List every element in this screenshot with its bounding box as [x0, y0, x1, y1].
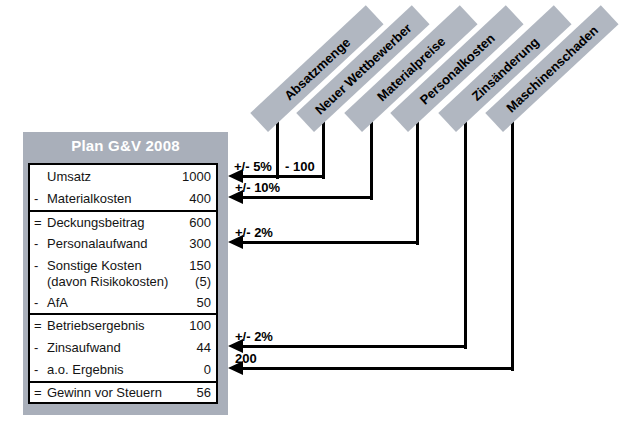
- row-label: Personalaufwand: [47, 236, 189, 251]
- row-label: Deckungsbeitrag: [47, 215, 189, 230]
- impact-personalkosten: +/- 2%: [235, 225, 273, 240]
- row-prefix: -: [34, 258, 47, 273]
- row-label: AfA: [47, 295, 197, 310]
- connector-to-personalaufwand: [240, 241, 419, 244]
- row-two-line: Sonstige Kosten 150 (davon Risikokosten)…: [47, 258, 211, 290]
- table-row-zinsaufwand: - Zinsaufwand 44: [30, 336, 216, 358]
- row-label: Gewinn vor Steuern: [47, 385, 197, 400]
- connector-neuer-wettbewerber-vertical: [322, 118, 325, 179]
- row-prefix: -: [34, 236, 47, 251]
- row-value: 44: [197, 340, 211, 355]
- connector-maschinenschaden-vertical: [511, 118, 514, 371]
- row-prefix: =: [34, 215, 47, 230]
- table-row-personalaufwand: - Personalaufwand 300: [30, 232, 216, 255]
- row-value: 600: [189, 215, 211, 230]
- row-prefix: =: [34, 318, 47, 333]
- table-title: Plan G&V 2008: [23, 137, 228, 154]
- row-prefix: -: [34, 340, 47, 355]
- connector-to-materialkosten: [240, 196, 373, 199]
- connector-zinsaenderung-vertical: [464, 118, 467, 349]
- table-row-afa: - AfA 50: [30, 291, 216, 313]
- connector-materialpreise-vertical: [370, 118, 373, 200]
- row-value: 1000: [182, 169, 211, 184]
- row-sublabel: (davon Risikokosten): [47, 274, 195, 290]
- impact-neuer-wettbewerber: - 100: [285, 159, 315, 174]
- row-label: Zinsaufwand: [47, 340, 197, 355]
- connector-to-ao-ergebnis: [240, 367, 514, 370]
- row-subvalue: (5): [195, 274, 211, 290]
- table-body: Umsatz 1000 - Materialkosten 400 = Decku…: [28, 163, 218, 404]
- row-prefix: =: [34, 385, 47, 400]
- table-row-umsatz: Umsatz 1000: [30, 165, 216, 187]
- risk-diagram: Plan G&V 2008 Umsatz 1000 - Materialkost…: [0, 0, 637, 421]
- table-row-deckungsbeitrag: = Deckungsbeitrag 600: [30, 210, 216, 232]
- row-value: 300: [189, 236, 211, 251]
- row-value: 50: [197, 295, 211, 310]
- connector-absatzmenge-vertical: [276, 118, 279, 179]
- row-label: Umsatz: [47, 169, 182, 184]
- row-value: 150: [189, 258, 211, 274]
- row-label: Sonstige Kosten: [47, 258, 189, 274]
- table-row-sonstige-kosten: - Sonstige Kosten 150 (davon Risikokoste…: [30, 255, 216, 291]
- row-label: Betriebsergebnis: [47, 318, 189, 333]
- row-prefix: -: [34, 362, 47, 377]
- impact-materialpreise: +/- 10%: [235, 180, 280, 195]
- table-row-materialkosten: - Materialkosten 400: [30, 187, 216, 210]
- connector-to-umsatz: [240, 175, 325, 178]
- row-prefix: -: [34, 295, 47, 310]
- table-row-ao-ergebnis: - a.o. Ergebnis 0: [30, 358, 216, 381]
- impact-zinsaenderung: +/- 2%: [235, 329, 273, 344]
- row-label: Materialkosten: [47, 191, 189, 206]
- row-value: 0: [204, 362, 211, 377]
- row-value: 56: [197, 385, 211, 400]
- impact-maschinenschaden: 200: [235, 351, 257, 366]
- connector-to-zinsaufwand: [240, 345, 467, 348]
- row-label: a.o. Ergebnis: [47, 362, 204, 377]
- row-value: 100: [189, 318, 211, 333]
- connector-personalkosten-vertical: [416, 118, 419, 245]
- table-row-betriebsergebnis: = Betriebsergebnis 100: [30, 313, 216, 336]
- row-prefix: -: [34, 191, 47, 206]
- impact-absatzmenge: +/- 5%: [234, 159, 272, 174]
- row-value: 400: [189, 191, 211, 206]
- table-row-gewinn-vor-steuern: = Gewinn vor Steuern 56: [30, 381, 216, 402]
